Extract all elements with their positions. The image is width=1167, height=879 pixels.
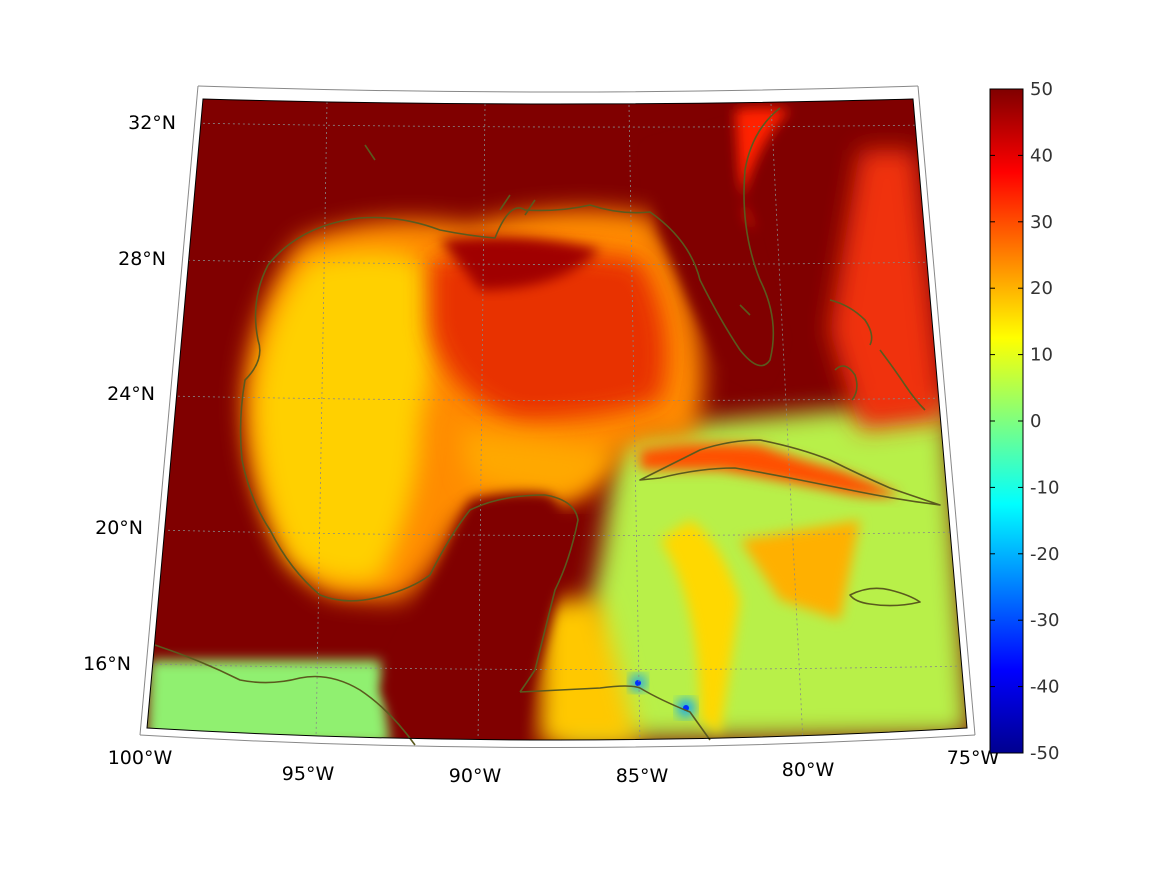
lon-label-80w: 80°W — [782, 759, 835, 781]
coastlines — [154, 107, 941, 746]
colorbar-ticks — [990, 88, 1023, 754]
colorbar-tick-label: 20 — [1030, 278, 1053, 299]
colorbar-labels: 50 40 30 20 10 0 -10 -20 -30 -40 -50 — [1030, 79, 1059, 764]
lon-label-85w: 85°W — [616, 765, 669, 787]
colorbar-tick-label: 40 — [1030, 145, 1053, 166]
hispaniola — [849, 587, 921, 607]
colorbar-tick-label: -30 — [1030, 610, 1059, 631]
bahamas-1 — [834, 365, 858, 401]
colorbar-tick-label: 50 — [1030, 79, 1053, 100]
colorbar-tick-label: -40 — [1030, 677, 1059, 698]
graticule — [149, 101, 967, 740]
lon-label-90w: 90°W — [449, 765, 502, 787]
colorbar-tick-label: -50 — [1030, 743, 1059, 764]
map-frame — [139, 85, 976, 748]
lat-label-24n: 24°N — [107, 383, 155, 405]
lon-label-100w: 100°W — [108, 747, 173, 769]
texas-mexico-coast — [239, 264, 546, 602]
colorbar-tick-label: 0 — [1030, 411, 1041, 432]
central-america-coast — [519, 685, 711, 741]
colorbar: 50 40 30 20 10 0 -10 -20 -30 -40 -50 — [989, 79, 1059, 764]
colorbar-tick-label: -10 — [1030, 477, 1059, 498]
lon-label-75w: 75°W — [947, 747, 1000, 769]
colorbar-tick-label: 10 — [1030, 345, 1053, 366]
gulf-islands — [364, 144, 751, 316]
bahamas-2 — [879, 349, 926, 411]
data-field — [147, 99, 967, 740]
gulf-coast — [267, 107, 781, 367]
cuba — [639, 439, 941, 506]
lon-label-95w: 95°W — [282, 763, 335, 785]
colorbar-tick-label: -20 — [1030, 544, 1059, 565]
yucatan-coast — [519, 494, 579, 693]
colorbar-gradient — [989, 88, 1024, 754]
lat-label-32n: 32°N — [128, 112, 176, 134]
latitude-labels: 32°N 28°N 24°N 20°N 16°N — [83, 112, 176, 675]
lat-label-28n: 28°N — [118, 248, 166, 270]
longitude-labels: 100°W 95°W 90°W 85°W 80°W 75°W — [108, 747, 1000, 787]
lat-label-16n: 16°N — [83, 653, 131, 675]
bahamas-3 — [829, 299, 873, 346]
pacific-coast — [154, 644, 416, 746]
lat-label-20n: 20°N — [95, 517, 143, 539]
colorbar-tick-label: 30 — [1030, 212, 1053, 233]
